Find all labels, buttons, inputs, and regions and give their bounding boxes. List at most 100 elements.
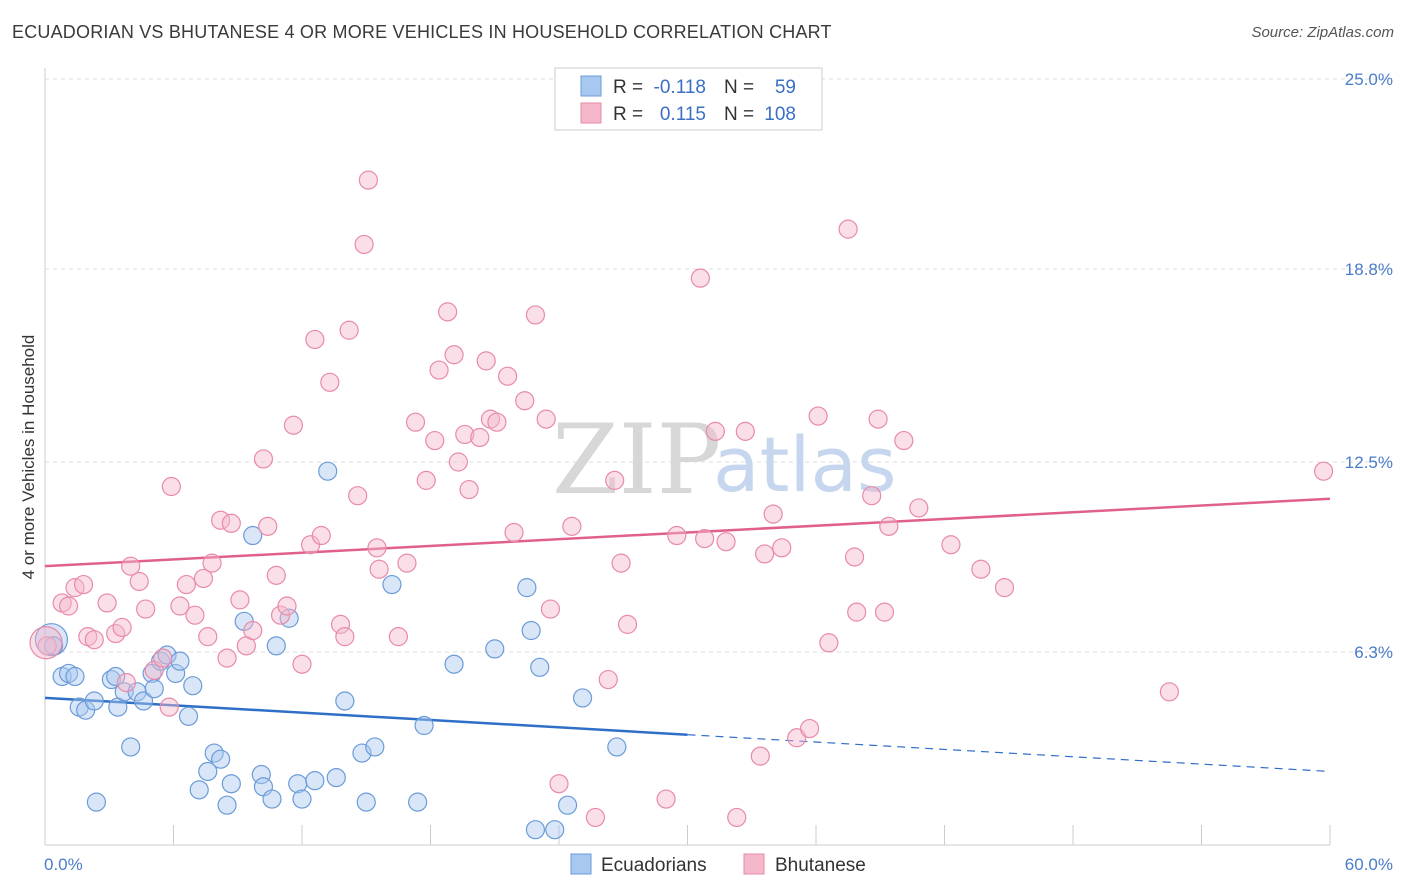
data-point-bhutanese <box>667 525 687 546</box>
data-point-bhutanese <box>29 626 63 660</box>
data-point-bhutanese <box>193 568 214 589</box>
data-point-bhutanese <box>202 553 222 573</box>
data-point-bhutanese <box>611 553 631 573</box>
data-point-bhutanese <box>397 553 417 573</box>
data-point-bhutanese <box>97 593 117 613</box>
data-point-ecuadorians <box>607 737 627 757</box>
data-point-bhutanese <box>838 219 858 239</box>
data-point-bhutanese <box>311 525 331 546</box>
legend-box: R = -0.118 N = 59 R = 0.115 N = 108 <box>554 67 823 131</box>
x-tick-label: 60.0% <box>1345 855 1393 874</box>
data-point-bhutanese <box>515 391 535 411</box>
data-point-bhutanese <box>874 602 895 622</box>
data-point-ecuadorians <box>557 795 578 815</box>
data-point-ecuadorians <box>144 679 164 699</box>
data-point-ecuadorians <box>326 767 346 788</box>
data-point-ecuadorians <box>198 761 218 782</box>
legend-swatch-ecuadorians <box>580 75 602 97</box>
legend-r-value: -0.118 <box>654 77 706 98</box>
data-point-bhutanese <box>388 627 408 647</box>
data-point-ecuadorians <box>517 578 537 598</box>
bottom-legend: Ecuadorians Bhutanese <box>570 853 866 876</box>
data-point-bhutanese <box>429 360 449 380</box>
data-point-bhutanese <box>405 412 426 432</box>
data-point-ecuadorians <box>262 789 282 809</box>
data-point-bhutanese <box>73 574 94 595</box>
data-point-bhutanese <box>367 538 387 558</box>
axes <box>44 68 1331 846</box>
legend-n-value: 108 <box>764 104 796 125</box>
legend-swatch-bhutanese <box>580 102 602 124</box>
data-point-bhutanese <box>487 412 507 432</box>
data-point-bhutanese <box>170 596 190 616</box>
data-point-bhutanese <box>808 406 828 426</box>
data-point-bhutanese <box>1159 682 1179 702</box>
data-point-bhutanese <box>598 669 618 690</box>
data-point-bhutanese <box>754 544 775 564</box>
data-point-bhutanese <box>844 547 865 567</box>
bottom-legend-label-bhutanese: Bhutanese <box>775 855 866 876</box>
y-tick-label: 25.0% <box>1345 70 1393 89</box>
data-point-bhutanese <box>253 449 274 469</box>
data-point-bhutanese <box>121 556 141 576</box>
data-point-ecuadorians <box>183 676 203 696</box>
data-point-bhutanese <box>690 268 710 288</box>
data-point-ecuadorians <box>292 789 312 809</box>
data-point-ecuadorians <box>251 764 271 785</box>
y-tick-label: 18.8% <box>1345 260 1393 279</box>
data-point-bhutanese <box>136 599 156 619</box>
data-point-bhutanese <box>799 718 820 739</box>
data-point-ecuadorians <box>211 749 231 769</box>
watermark: ZIP atlas <box>552 404 897 516</box>
data-point-bhutanese <box>909 498 929 518</box>
legend-r-value: 0.115 <box>660 104 706 125</box>
data-point-bhutanese <box>549 774 569 794</box>
data-point-bhutanese <box>153 648 173 668</box>
data-point-bhutanese <box>330 614 351 634</box>
data-point-ecuadorians <box>43 636 64 656</box>
data-point-ecuadorians <box>572 688 593 708</box>
data-point-bhutanese <box>605 470 625 490</box>
data-point-ecuadorians <box>65 666 85 687</box>
data-point-bhutanese <box>277 596 297 616</box>
data-point-ecuadorians <box>121 737 141 757</box>
data-point-bhutanese <box>716 532 736 552</box>
data-point-ecuadorians <box>178 706 199 726</box>
data-point-bhutanese <box>540 599 561 619</box>
data-point-bhutanese <box>230 590 250 610</box>
data-point-bhutanese <box>525 305 546 325</box>
data-point-ecuadorians <box>525 820 546 840</box>
data-point-ecuadorians <box>34 623 69 657</box>
bottom-legend-swatch-ecuadorians <box>570 853 592 875</box>
data-point-bhutanese <box>258 516 278 536</box>
data-point-bhutanese <box>1313 461 1334 481</box>
data-point-bhutanese <box>176 574 196 595</box>
data-point-ecuadorians <box>485 639 505 659</box>
data-point-bhutanese <box>305 329 325 350</box>
y-tick-label: 12.5% <box>1345 453 1393 472</box>
data-point-ecuadorians <box>382 574 402 595</box>
data-point-bhutanese <box>585 807 606 828</box>
data-point-ecuadorians <box>170 651 190 671</box>
data-point-bhutanese <box>444 345 464 365</box>
data-point-bhutanese <box>862 486 882 506</box>
data-point-ecuadorians <box>408 792 428 812</box>
data-point-bhutanese <box>536 409 556 429</box>
data-point-ecuadorians <box>521 620 541 641</box>
data-point-bhutanese <box>339 320 359 340</box>
data-point-bhutanese <box>763 504 783 524</box>
data-point-bhutanese <box>894 430 914 451</box>
x-tick-labels: 0.0% 60.0% <box>44 855 1393 874</box>
data-point-bhutanese <box>448 452 468 472</box>
data-point-bhutanese <box>470 427 490 448</box>
data-point-bhutanese <box>416 470 436 490</box>
data-point-bhutanese <box>562 516 582 536</box>
data-point-bhutanese <box>847 602 867 622</box>
data-point-bhutanese <box>868 409 888 429</box>
grid-lines <box>45 78 1390 653</box>
data-point-bhutanese <box>283 415 304 435</box>
data-point-bhutanese <box>504 522 524 543</box>
data-point-bhutanese <box>455 424 475 445</box>
data-point-bhutanese <box>129 571 149 592</box>
